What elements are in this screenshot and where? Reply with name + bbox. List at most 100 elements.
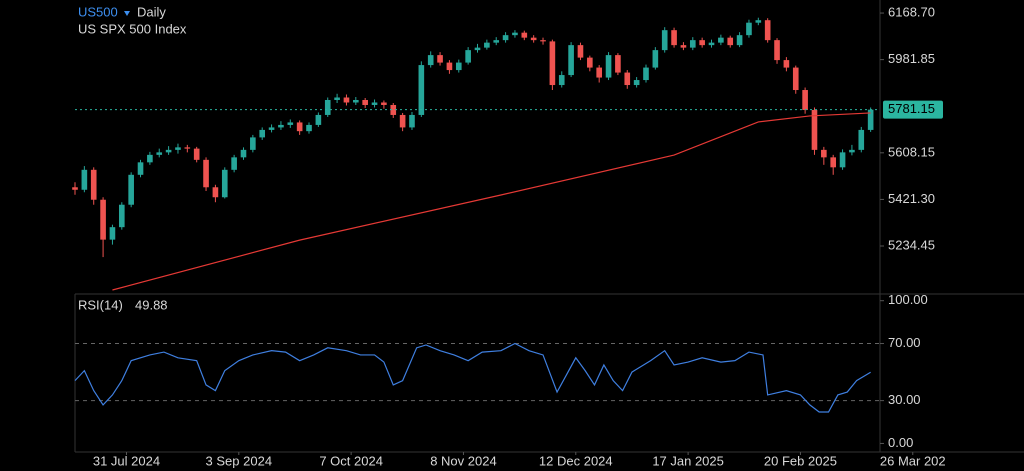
candle-body — [231, 157, 237, 170]
y-tick-label: 5234.45 — [888, 237, 935, 252]
candle-body — [137, 162, 144, 175]
candle-body — [353, 99, 359, 103]
y-tick-label: 30.00 — [888, 392, 921, 407]
dropdown-icon[interactable] — [124, 11, 130, 16]
x-tick-label: 12 Dec 2024 — [539, 453, 613, 468]
candle-body — [81, 169, 88, 190]
candle-body — [755, 20, 762, 23]
candle-body — [596, 67, 602, 78]
candle-body — [699, 40, 705, 46]
candle-body — [165, 149, 172, 153]
y-tick-label: 70.00 — [888, 335, 921, 350]
candle-body — [774, 40, 780, 61]
candle-body — [362, 99, 368, 105]
candle-body — [493, 40, 500, 43]
y-tick-label: 5981.85 — [888, 51, 935, 66]
candle-body — [858, 129, 865, 150]
candle-body — [446, 62, 453, 71]
y-tick-label: 0.00 — [888, 435, 913, 450]
candle-body — [830, 157, 837, 168]
x-tick-label: 8 Nov 2024 — [430, 453, 497, 468]
candle-body — [147, 154, 153, 163]
candle-body — [708, 42, 715, 46]
candle-body — [184, 147, 191, 149]
candle-body — [250, 137, 256, 150]
candle-body — [90, 169, 97, 200]
y-tick-label: 5608.15 — [888, 144, 935, 159]
x-tick-label: 3 Sep 2024 — [206, 453, 273, 468]
candle-body — [727, 37, 734, 46]
candle-body — [156, 152, 163, 155]
candle-body — [736, 35, 743, 46]
candle-body — [605, 55, 612, 78]
moving-average-line — [112, 112, 871, 291]
x-tick-label: 26 Mar 202 — [880, 453, 946, 468]
candle-body — [764, 20, 771, 41]
candle-body — [849, 149, 855, 153]
candle-body — [549, 41, 556, 86]
symbol[interactable]: US500 — [78, 4, 118, 19]
y-tick-label: 100.00 — [888, 292, 928, 307]
candle-body — [867, 109, 874, 130]
candle-body — [240, 149, 247, 158]
candle-body — [343, 97, 350, 103]
candle-body — [118, 204, 125, 228]
candle-body — [615, 55, 621, 73]
candle-body — [839, 152, 846, 168]
candle-body — [306, 124, 312, 132]
candle-body — [287, 122, 294, 125]
candle-body — [465, 50, 471, 63]
candle-body — [409, 114, 415, 128]
candle-body — [821, 149, 827, 158]
candle-body — [390, 104, 397, 115]
y-tick-label: 6168.70 — [888, 4, 935, 19]
instrument-name: US SPX 500 Index — [78, 21, 187, 36]
candle-body — [484, 42, 490, 48]
last-price-label: 5781.15 — [888, 101, 935, 116]
candle-body — [315, 114, 322, 125]
candle-body — [502, 35, 509, 41]
y-tick-label: 5421.30 — [888, 191, 935, 206]
candle-body — [521, 32, 528, 38]
candle-body — [643, 67, 649, 81]
candle-body — [530, 37, 537, 41]
candle-body — [783, 60, 790, 68]
candle-body — [268, 127, 275, 130]
candle-body — [792, 67, 799, 91]
candle-body — [540, 40, 546, 42]
candle-body — [671, 30, 677, 46]
candle-body — [689, 40, 696, 48]
candle-body — [212, 187, 219, 198]
candle-body — [259, 129, 266, 138]
candle-body — [652, 50, 659, 68]
candle-body — [296, 122, 303, 132]
candle-body — [811, 109, 818, 150]
rsi-line — [74, 342, 871, 413]
candle-body — [633, 80, 640, 86]
candle-body — [577, 45, 584, 58]
indicator-title: RSI(14) — [78, 297, 123, 312]
candle-body — [802, 90, 808, 110]
candle-body — [399, 114, 406, 128]
candle-body — [203, 159, 209, 188]
indicator-value: 49.88 — [135, 297, 168, 312]
candle-body — [680, 45, 687, 48]
candle-body — [718, 37, 724, 43]
candle-body — [381, 102, 387, 105]
candle-body — [568, 45, 574, 76]
candle-body — [512, 32, 518, 36]
candle-body — [624, 72, 631, 86]
candle-body — [193, 148, 200, 160]
candle-body — [109, 227, 116, 240]
candle-body — [474, 47, 481, 51]
candle-body — [128, 174, 134, 205]
x-tick-label: 7 Oct 2024 — [319, 453, 383, 468]
candle-body — [371, 102, 378, 105]
candle-body — [334, 97, 340, 100]
interval: Daily — [137, 4, 166, 19]
candle-body — [437, 55, 443, 63]
candle-body — [72, 187, 78, 190]
candle-body — [221, 169, 228, 198]
candle-body — [746, 22, 752, 36]
